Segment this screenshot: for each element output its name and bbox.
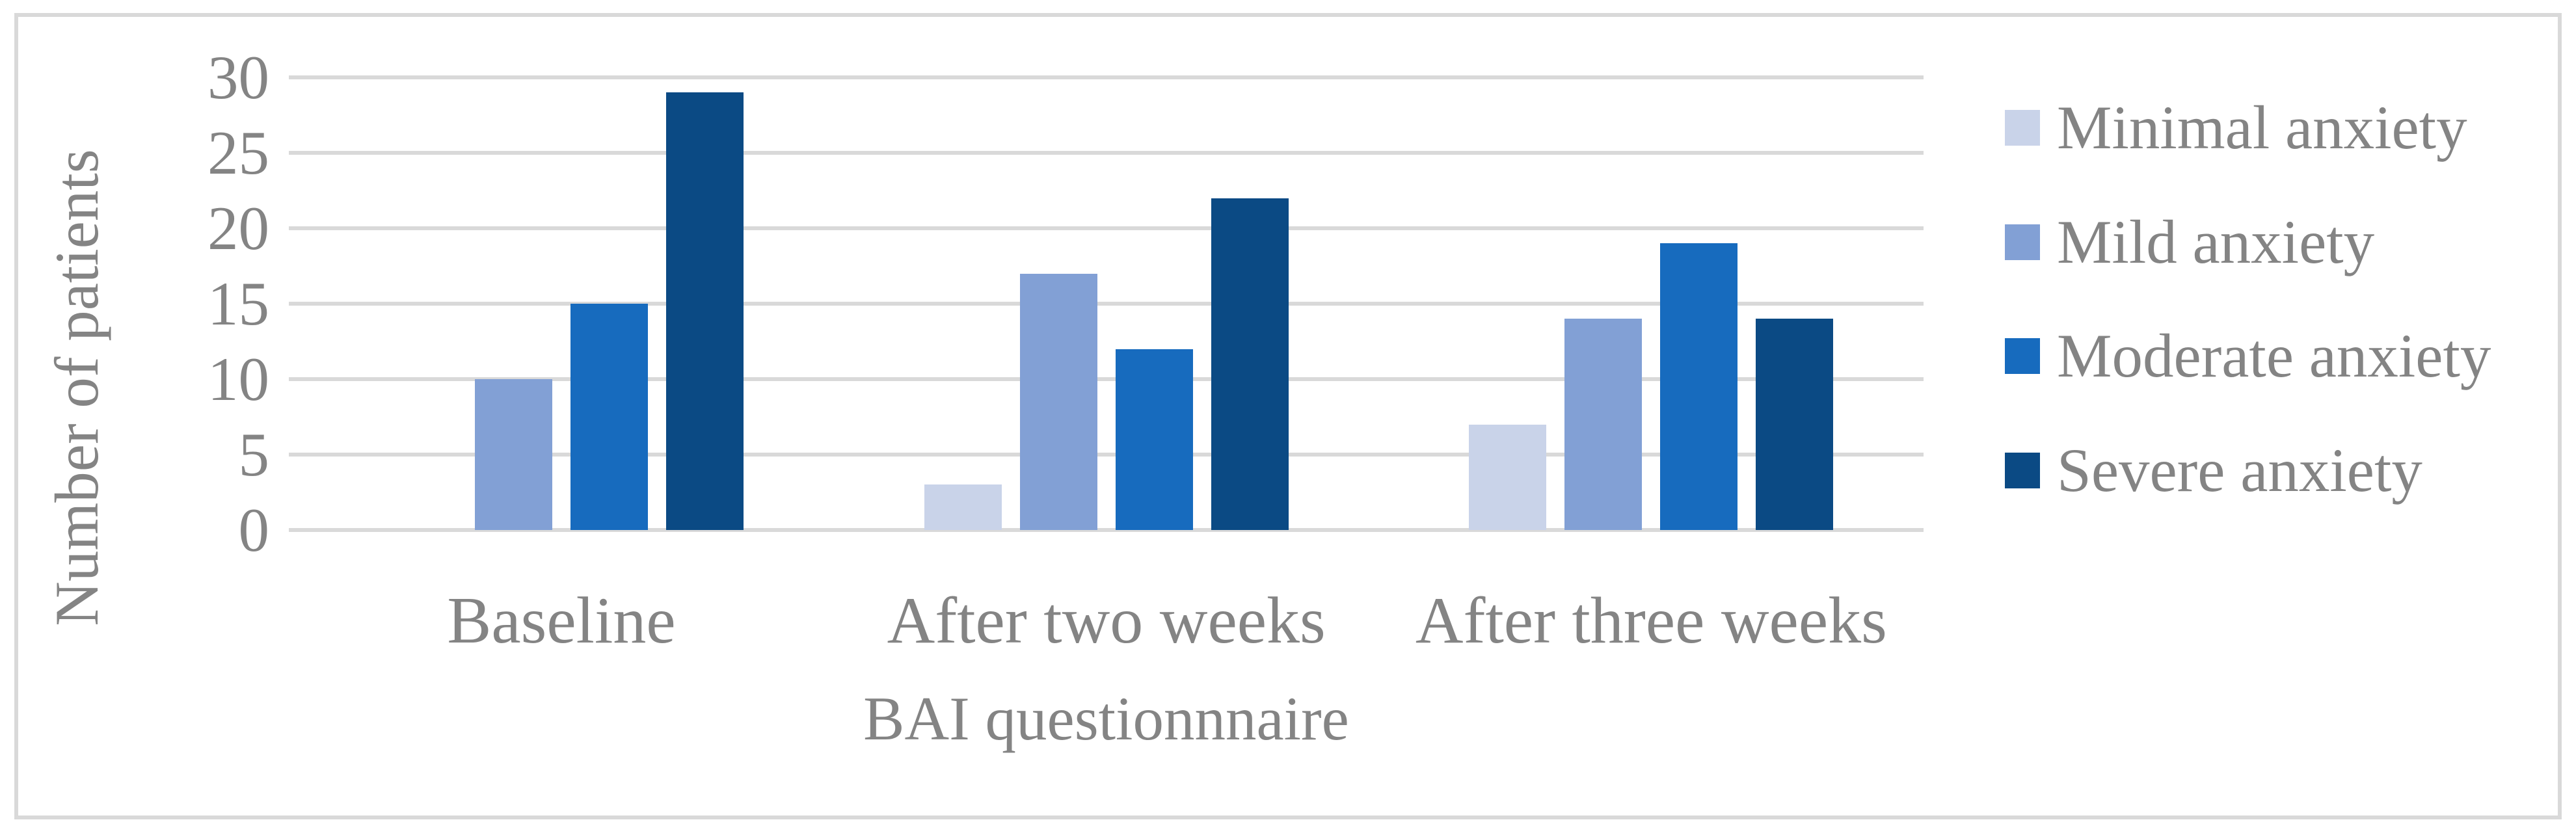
legend-swatch-icon xyxy=(2005,338,2040,374)
legend-label: Moderate anxiety xyxy=(2057,321,2491,390)
legend-swatch-icon xyxy=(2005,224,2040,260)
legend-label: Severe anxiety xyxy=(2057,436,2422,505)
bar-severe-anxiety-cat1 xyxy=(1211,198,1289,530)
legend-swatch-icon xyxy=(2005,452,2040,488)
x-category-label-1: After two weeks xyxy=(887,584,1326,657)
legend-swatch-icon xyxy=(2005,109,2040,146)
legend-item-mild-anxiety: Mild anxiety xyxy=(2005,206,2374,278)
legend-item-moderate-anxiety: Moderate anxiety xyxy=(2005,320,2491,391)
chart-frame: Number of patients 0 5 10 15 20 25 30 Baseline… xyxy=(14,13,2562,819)
bar-mild-anxiety-cat2 xyxy=(1564,319,1643,530)
y-tick-label-5: 5 xyxy=(238,420,270,489)
legend-item-severe-anxiety: Severe anxiety xyxy=(2005,434,2422,506)
x-category-label-0: Baseline xyxy=(447,584,676,657)
y-tick-label-20: 20 xyxy=(208,194,269,263)
bar-moderate-anxiety-cat0 xyxy=(570,304,648,530)
x-category-label-2: After three weeks xyxy=(1415,584,1887,657)
bar-severe-anxiety-cat0 xyxy=(665,92,744,530)
legend-label: Mild anxiety xyxy=(2057,207,2375,276)
x-axis-title: BAI questionnnaire xyxy=(863,684,1349,753)
legend-item-minimal-anxiety: Minimal anxiety xyxy=(2005,92,2467,163)
bar-moderate-anxiety-cat2 xyxy=(1660,243,1738,530)
gridline-y-5 xyxy=(289,453,1924,457)
y-tick-label-30: 30 xyxy=(208,43,269,112)
bar-mild-anxiety-cat1 xyxy=(1019,273,1097,530)
legend: Minimal anxiety Mild anxiety Moderate anxi… xyxy=(2005,17,2545,815)
gridline-y-0 xyxy=(289,528,1924,532)
plot-area xyxy=(289,75,1924,532)
bar-mild-anxiety-cat0 xyxy=(474,379,552,530)
bar-moderate-anxiety-cat1 xyxy=(1115,349,1193,530)
bar-minimal-anxiety-cat2 xyxy=(1469,424,1547,530)
y-tick-label-0: 0 xyxy=(238,496,270,564)
legend-label: Minimal anxiety xyxy=(2057,93,2467,162)
gridline-y-20 xyxy=(289,226,1924,230)
gridline-y-10 xyxy=(289,377,1924,381)
bar-severe-anxiety-cat2 xyxy=(1756,319,1834,530)
bar-minimal-anxiety-cat1 xyxy=(924,484,1002,530)
y-tick-label-10: 10 xyxy=(208,345,269,414)
gridline-y-25 xyxy=(289,151,1924,155)
gridline-y-30 xyxy=(289,75,1924,79)
y-tick-label-15: 15 xyxy=(208,269,269,338)
y-tick-label-25: 25 xyxy=(208,118,269,187)
gridline-y-15 xyxy=(289,302,1924,306)
